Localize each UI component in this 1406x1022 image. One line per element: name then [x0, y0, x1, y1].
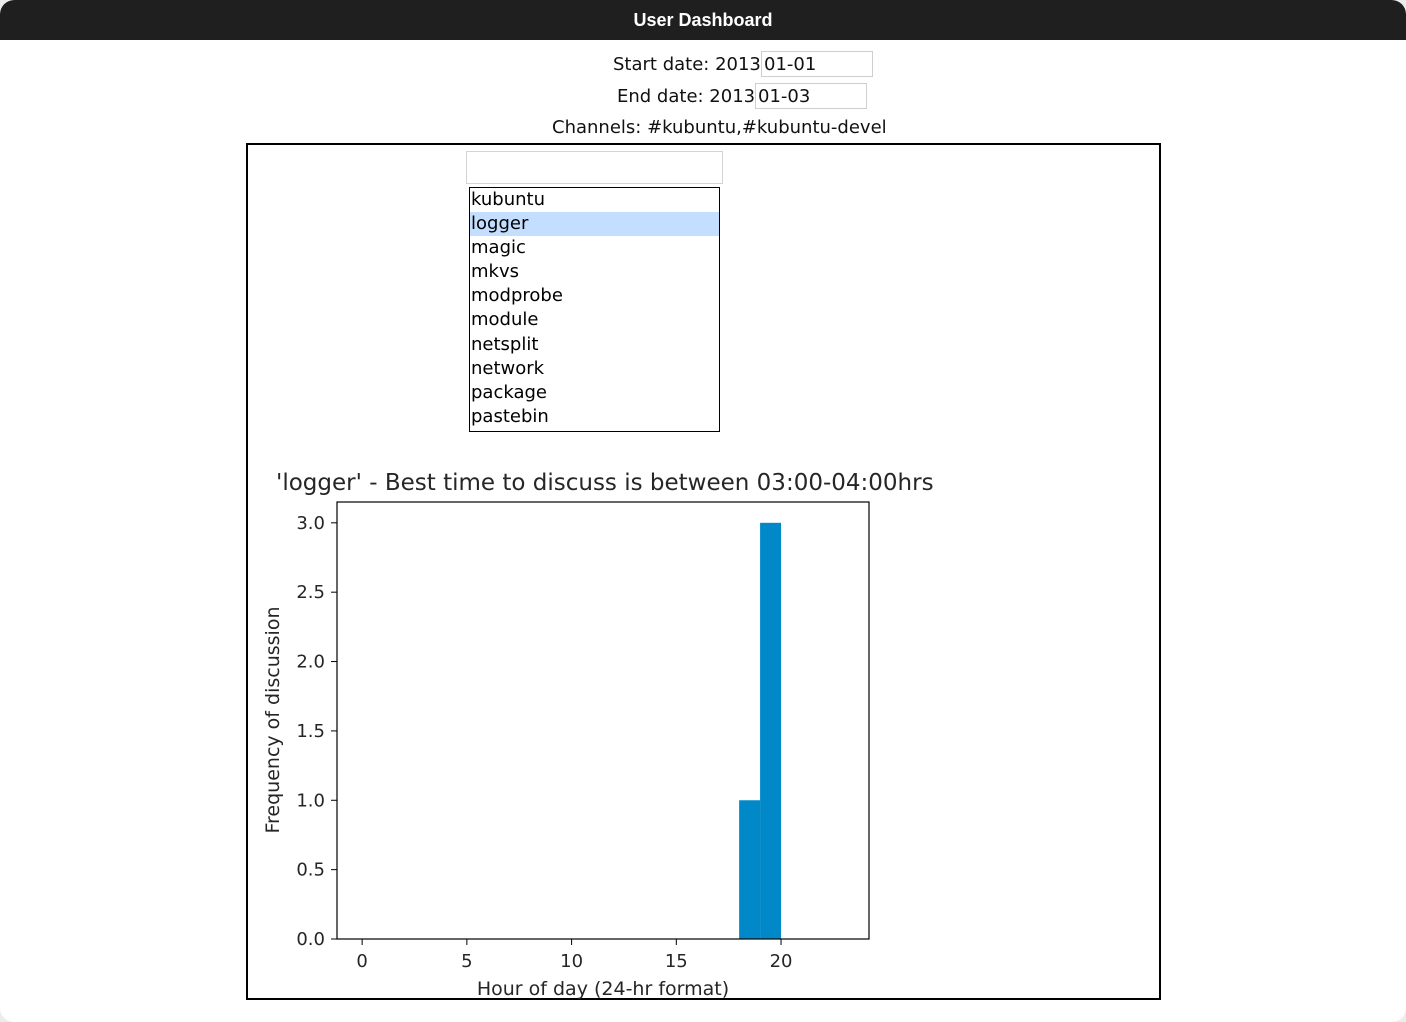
topic-panel: kubuntu logger magic mkvs modprobe module nets… — [246, 143, 1161, 1000]
x-tick-label: 15 — [665, 951, 688, 972]
frequency-chart: 'logger' - Best time to discuss is betwe… — [262, 470, 934, 1000]
topic-item-module[interactable]: module — [471, 309, 539, 331]
chart-bar — [760, 522, 782, 939]
channels-text: Channels: #kubuntu,#kubuntu-devel — [552, 117, 887, 138]
chart-axes-frame — [336, 501, 870, 940]
y-tick-label: 2.0 — [296, 652, 325, 673]
topic-item-netsplit[interactable]: netsplit — [471, 333, 539, 355]
topic-item-mkvs[interactable]: mkvs — [471, 261, 519, 283]
start-date-input[interactable] — [761, 51, 873, 77]
topic-item-network[interactable]: network — [471, 357, 545, 379]
topic-listbox[interactable]: kubuntu logger magic mkvs modprobe module nets… — [469, 187, 720, 432]
topic-search-input[interactable] — [466, 151, 723, 184]
topic-item-logger[interactable]: logger — [470, 212, 719, 237]
y-axis-ticks: 0.0 0.5 1.0 1.5 2.0 2.5 3.0 — [296, 513, 337, 950]
x-tick-label: 5 — [461, 951, 472, 972]
topic-item-package[interactable]: package — [471, 381, 547, 403]
start-date-label: Start date: 2013- — [613, 54, 768, 75]
chart-bars — [739, 522, 782, 939]
y-axis-label: Frequency of discussion — [262, 606, 284, 833]
y-tick-label: 1.0 — [296, 790, 325, 811]
y-tick-label: 1.5 — [296, 721, 325, 742]
window-title: User Dashboard — [0, 0, 1406, 40]
end-date-label: End date: 2013- — [617, 86, 762, 107]
x-axis-ticks: 0 5 10 15 20 — [356, 939, 792, 972]
x-axis-label: Hour of day (24-hr format) — [477, 978, 729, 1000]
end-date-input[interactable] — [755, 83, 867, 109]
topic-item-pastebin[interactable]: pastebin — [471, 405, 549, 427]
x-tick-label: 0 — [356, 951, 367, 972]
topic-item-kubuntu[interactable]: kubuntu — [471, 189, 545, 210]
y-tick-label: 0.0 — [296, 929, 325, 950]
y-tick-label: 2.5 — [296, 582, 325, 603]
x-tick-label: 10 — [560, 951, 583, 972]
chart-bar — [739, 800, 761, 939]
topic-item-modprobe[interactable]: modprobe — [471, 285, 563, 307]
chart-title: 'logger' - Best time to discuss is betwe… — [276, 470, 934, 496]
topic-item-magic[interactable]: magic — [471, 237, 526, 259]
x-tick-label: 20 — [770, 951, 793, 972]
y-tick-label: 0.5 — [296, 860, 325, 881]
y-tick-label: 3.0 — [296, 513, 325, 534]
